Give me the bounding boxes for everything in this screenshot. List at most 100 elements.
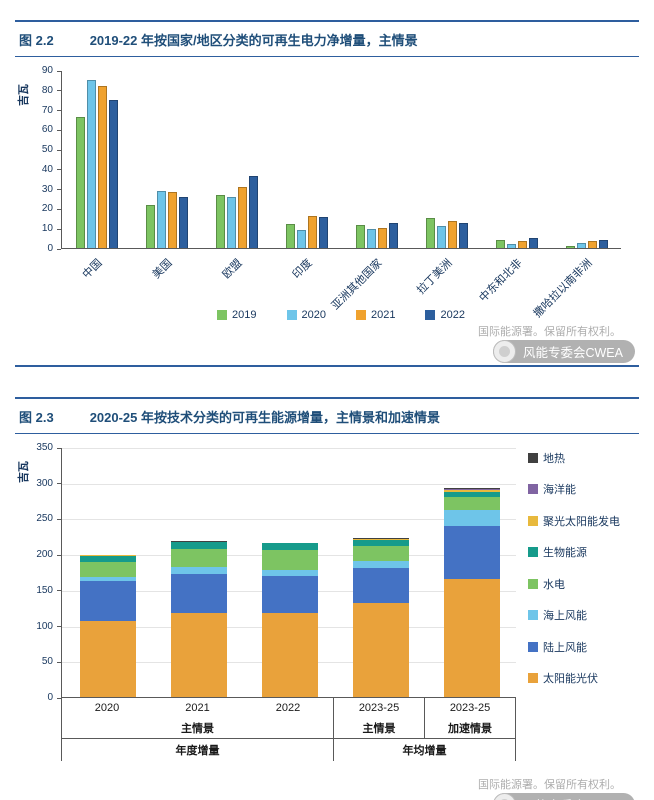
legend-item: 生物能源	[528, 544, 620, 560]
stacked-bar	[443, 448, 500, 697]
bar-2020	[507, 244, 516, 248]
x-axis-aggregate-row: 年度增量 年均增量	[61, 738, 516, 761]
segment-生物能源	[170, 542, 227, 550]
y-axis-title-wrap: 吉瓦	[15, 448, 31, 492]
bar-2022	[459, 223, 468, 248]
y-tick-label: 350	[36, 442, 53, 453]
legend-label: 2019	[232, 309, 257, 321]
y-tick-label: 80	[41, 84, 53, 96]
legend-label: 水电	[543, 578, 565, 591]
y-tick-label: 60	[41, 124, 53, 136]
figure-title: 2019-22 年按国家/地区分类的可再生电力净增量，主情景	[89, 33, 418, 48]
y-tick-mark	[57, 248, 61, 250]
bar-group	[132, 71, 202, 248]
legend-label: 2022	[440, 309, 465, 321]
watermark-badge: 风能专委会CWEA	[492, 793, 635, 800]
legend-label: 聚光太阳能发电	[543, 515, 620, 528]
watermark-copyright: 国际能源署。保留所有权利。	[478, 326, 621, 338]
x-category-label: 亚洲其他国家	[329, 257, 385, 313]
figure-2-2: 图 2.2 2019-22 年按国家/地区分类的可再生电力净增量，主情景 吉瓦 …	[15, 20, 639, 367]
legend-swatch	[356, 310, 366, 320]
legend-swatch	[528, 672, 538, 683]
y-tick-label: 200	[36, 549, 53, 561]
y-tick-mark	[57, 590, 61, 592]
segment-陆上风能	[443, 525, 500, 580]
figure-tag: 图 2.3	[19, 410, 54, 425]
segment-海上风能	[79, 577, 136, 582]
y-axis: 0 10 20 30 40 50 60 70 80 90	[31, 65, 61, 254]
bar-2022	[529, 238, 538, 248]
segment-太阳能光伏	[170, 613, 227, 697]
legend-swatch	[286, 310, 297, 320]
bar-2021	[448, 221, 457, 248]
segment-海洋能	[443, 489, 500, 491]
segment-生物能源	[352, 539, 409, 547]
bar-2020	[437, 226, 446, 248]
watermark-badge-label: 风能专委会CWEA	[523, 795, 623, 800]
y-tick-label: 300	[36, 477, 53, 489]
x-aggregate-label: 年度增量	[61, 739, 334, 761]
segment-太阳能光伏	[352, 603, 409, 697]
y-axis-title-wrap: 吉瓦	[15, 71, 31, 115]
y-tick-mark	[57, 554, 61, 556]
segment-聚光太阳能发电	[443, 490, 500, 493]
legend-label: 2021	[371, 309, 396, 321]
legend-label: 陆上风能	[543, 641, 587, 654]
segment-生物能源	[79, 555, 136, 563]
legend-swatch	[528, 641, 538, 652]
figure-2-3: 图 2.3 2020-25 年按技术分类的可再生能源增量，主情景和加速情景 吉瓦…	[15, 397, 639, 800]
bar-2021	[168, 191, 177, 248]
bar-group	[202, 71, 272, 248]
stacked-bar	[170, 448, 227, 697]
legend-item: 2019	[217, 309, 257, 321]
x-axis-group-table: 2020 2021 2022 2023-25 2023-25 主情景 主情景 加速情景 年度…	[61, 698, 516, 761]
bar-2020	[87, 79, 96, 248]
bar-2022	[249, 175, 258, 248]
segment-太阳能光伏	[443, 579, 500, 697]
bar-2020	[297, 230, 306, 248]
plot-column: 2020 2021 2022 2023-25 2023-25 主情景 主情景 加速情景 年度…	[61, 448, 516, 761]
legend-item: 海洋能	[528, 481, 620, 497]
legend-item: 聚光太阳能发电	[528, 513, 620, 529]
legend-swatch	[528, 610, 538, 621]
legend-swatch	[425, 310, 436, 320]
x-axis-years-row: 2020 2021 2022 2023-25 2023-25	[61, 698, 516, 718]
y-tick-mark	[57, 110, 61, 112]
watermark-badge-label: 风能专委会CWEA	[522, 346, 623, 360]
x-category-label: 中国	[80, 257, 105, 282]
legend-swatch	[217, 310, 228, 320]
bar-2019	[216, 194, 225, 248]
segment-水电	[261, 549, 318, 570]
x-year-label: 2020	[61, 698, 152, 718]
x-scenario-label: 主情景	[334, 718, 425, 738]
legend-item: 陆上风能	[528, 639, 620, 655]
bar-2019	[496, 240, 505, 248]
watermark-badge: 风能专委会CWEA	[492, 340, 635, 363]
watermark-logo-icon	[492, 340, 516, 363]
bar-2019	[426, 218, 435, 248]
watermark-logo-icon	[492, 793, 516, 800]
legend-label: 海洋能	[543, 484, 576, 497]
watermark: 国际能源署。保留所有权利。 风能专委会CWEA	[478, 323, 635, 363]
segment-聚光太阳能发电	[352, 539, 409, 540]
legend-item: 2020	[286, 309, 326, 321]
stacked-bar	[261, 448, 318, 697]
y-tick-mark	[57, 518, 61, 520]
y-tick-label: 50	[41, 144, 53, 156]
y-axis-title: 吉瓦	[18, 84, 30, 106]
y-tick-label: 50	[41, 656, 53, 668]
x-category-label: 中东和北非	[477, 257, 525, 305]
bar-group	[412, 71, 482, 248]
y-axis-title: 吉瓦	[18, 461, 30, 483]
stacked-bar-plot	[61, 448, 516, 698]
bar-2019	[286, 224, 295, 248]
plot-column: 中国 美国 欧盟 印度 亚洲其他国家 拉丁美洲 中东和北非 撒哈拉以南非洲 2019 2020 2…	[61, 71, 621, 321]
legend-swatch	[528, 547, 538, 558]
bar-group	[482, 71, 552, 248]
segment-水电	[352, 546, 409, 561]
chart-area: 吉瓦 0 50 100 150 200 250 300 350 2020 2021 2022 202…	[15, 442, 639, 761]
bar-2022	[599, 240, 608, 248]
legend-label: 生物能源	[543, 547, 587, 560]
segment-生物能源	[443, 492, 500, 498]
chart-area: 吉瓦 0 10 20 30 40 50 60 70 80 90 中国 美国 欧盟 印度 亚洲其他国家 拉丁美…	[15, 65, 639, 321]
